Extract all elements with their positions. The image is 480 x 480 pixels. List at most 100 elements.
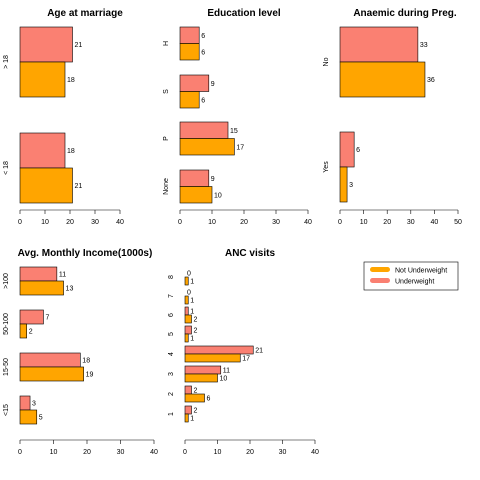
- category-label: 1: [168, 412, 175, 416]
- panel-age-at-marriage: Age at marriage: [47, 8, 123, 19]
- bar-underweight: [19, 26, 73, 63]
- x-tick-label: 10: [208, 219, 216, 226]
- bar-underweight: [184, 345, 254, 355]
- category-label: 6: [168, 313, 175, 317]
- data-label: 18: [82, 358, 90, 365]
- category-label: 4: [168, 352, 175, 356]
- bar-not-underweight: [184, 295, 189, 305]
- category-label: < 18: [3, 161, 10, 175]
- category-label: S: [163, 89, 170, 94]
- bar-not-underweight: [339, 166, 348, 203]
- data-label: 2: [194, 408, 198, 415]
- data-label: 7: [45, 315, 49, 322]
- data-label: 2: [194, 317, 198, 324]
- bar-not-underweight: [339, 61, 426, 98]
- x-tick-label: 10: [360, 219, 368, 226]
- x-tick-label: 30: [272, 219, 280, 226]
- data-label: 10: [214, 192, 222, 199]
- x-tick-label: 0: [183, 449, 187, 456]
- x-tick-label: 40: [116, 219, 124, 226]
- x-tick-label: 40: [431, 219, 439, 226]
- x-tick-label: 10: [41, 219, 49, 226]
- bar-not-underweight: [19, 366, 84, 382]
- bar-not-underweight: [184, 373, 218, 383]
- category-label: H: [163, 41, 170, 46]
- data-label: 21: [255, 348, 263, 355]
- x-tick-label: 20: [240, 219, 248, 226]
- data-label: 3: [349, 182, 353, 189]
- bar-underweight: [339, 26, 419, 63]
- data-label: 0: [187, 271, 191, 278]
- category-label: 50-100: [3, 313, 10, 335]
- x-tick-label: 10: [50, 449, 58, 456]
- x-tick-label: 30: [279, 449, 287, 456]
- x-tick-label: 20: [383, 219, 391, 226]
- category-label: P: [163, 136, 170, 141]
- data-label: 0: [187, 290, 191, 297]
- bar-not-underweight: [179, 138, 235, 156]
- category-label: <15: [3, 404, 10, 416]
- data-label: 5: [39, 415, 43, 422]
- bar-underweight: [19, 395, 31, 411]
- bar-not-underweight: [184, 413, 189, 423]
- bar-not-underweight: [184, 314, 192, 324]
- data-label: 13: [66, 286, 74, 293]
- data-label: 2: [194, 328, 198, 335]
- panel-title: Education level: [207, 8, 281, 19]
- bar-not-underweight: [19, 280, 64, 296]
- bar-underweight: [184, 306, 189, 316]
- bar-underweight: [179, 74, 210, 92]
- bar-underweight: [19, 352, 81, 368]
- data-label: 6: [201, 33, 205, 40]
- x-tick-label: 10: [214, 449, 222, 456]
- category-label: >100: [3, 273, 10, 289]
- panel-0-marks: 21 18 > 18 18 21 < 18 0 10 20 30 40: [3, 26, 124, 226]
- bar-not-underweight: [19, 409, 38, 425]
- x-tick-label: 30: [407, 219, 415, 226]
- data-label: 33: [420, 42, 428, 49]
- data-label: 1: [190, 298, 194, 305]
- x-tick-label: 40: [304, 219, 312, 226]
- x-tick-label: 40: [311, 449, 319, 456]
- data-label: 9: [211, 81, 215, 88]
- data-label: 21: [75, 42, 83, 49]
- panel-anaemic-during-preg: Anaemic during Preg.: [353, 8, 457, 19]
- data-label: 2: [194, 388, 198, 395]
- x-tick-label: 30: [117, 449, 125, 456]
- category-label: 15-50: [3, 358, 10, 376]
- data-label: 17: [242, 356, 250, 363]
- category-label: Yes: [323, 161, 330, 173]
- x-tick-label: 30: [91, 219, 99, 226]
- panel-title: ANC visits: [225, 248, 275, 259]
- panel-2-marks: 33 36 No 6 3 Yes 0 10 20 30 40 50: [323, 26, 462, 226]
- bar-not-underweight: [184, 333, 189, 343]
- legend: Not Underweight Underweight: [363, 261, 459, 291]
- data-label: 1: [190, 336, 194, 343]
- data-label: 11: [223, 368, 230, 375]
- data-label: 18: [67, 77, 75, 84]
- category-label: No: [323, 57, 330, 66]
- data-label: 11: [59, 272, 66, 279]
- data-label: 1: [190, 279, 194, 286]
- legend-label-not-underweight: Not Underweight: [395, 268, 447, 275]
- bar-not-underweight: [19, 167, 73, 204]
- panel-avg-monthly-income: Avg. Monthly Income(1000s): [18, 248, 153, 259]
- panel-title: Age at marriage: [47, 8, 123, 19]
- bar-underweight: [19, 309, 44, 325]
- data-label: 15: [230, 128, 238, 135]
- data-label: 3: [32, 401, 36, 408]
- data-label: 10: [220, 376, 228, 383]
- category-label: 2: [168, 392, 175, 396]
- data-label: 19: [86, 372, 94, 379]
- category-label: 8: [168, 275, 175, 279]
- bar-not-underweight: [179, 186, 213, 204]
- x-tick-label: 50: [454, 219, 462, 226]
- bar-not-underweight: [179, 91, 200, 109]
- bar-underweight: [179, 26, 200, 44]
- panel-anc-visits: ANC visits: [225, 248, 275, 259]
- data-label: 1: [190, 416, 194, 423]
- category-label: 5: [168, 332, 175, 336]
- legend-swatch-not-underweight: [370, 267, 390, 272]
